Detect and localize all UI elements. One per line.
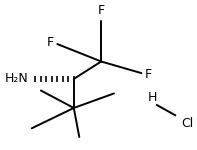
Text: F: F [46, 36, 54, 49]
Text: F: F [98, 4, 105, 17]
Text: Cl: Cl [182, 117, 194, 130]
Text: F: F [145, 68, 152, 81]
Text: H₂N: H₂N [4, 72, 28, 85]
Text: H: H [148, 91, 157, 104]
